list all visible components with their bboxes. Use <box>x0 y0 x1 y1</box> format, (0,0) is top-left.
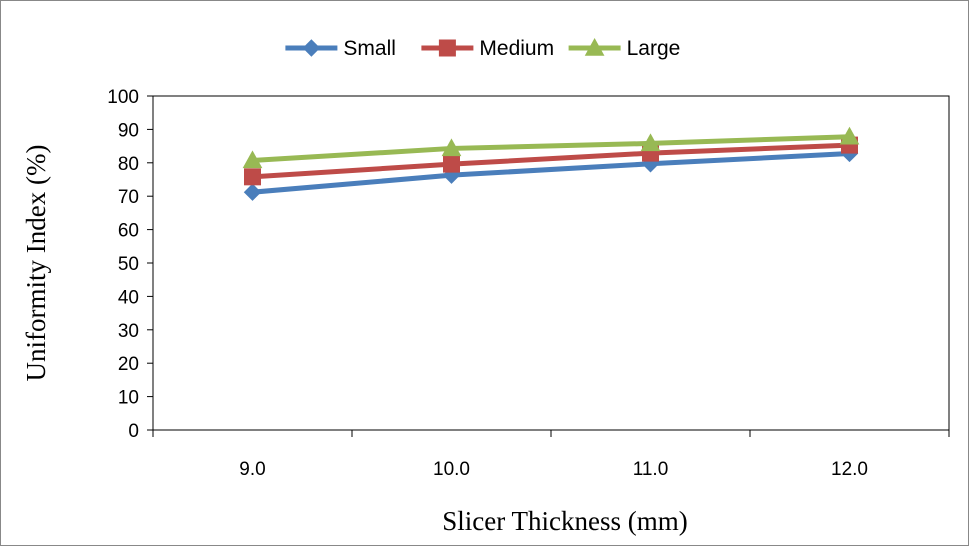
x-tick-label: 9.0 <box>239 459 265 480</box>
x-tick-label: 11.0 <box>633 459 669 480</box>
series-line <box>252 142 850 180</box>
legend: Small Medium Large <box>285 37 680 60</box>
legend-marker <box>584 37 605 56</box>
legend-item-small: Small <box>285 37 396 60</box>
data-point <box>244 168 261 186</box>
y-tick-label: 80 <box>118 154 139 175</box>
x-axis: 9.0 10.0 11.0 12.0 <box>152 430 950 480</box>
series-large <box>242 126 860 169</box>
legend-marker <box>438 39 456 57</box>
y-tick-label: 100 <box>107 87 139 108</box>
x-tick-label: 12.0 <box>831 459 868 480</box>
y-tick-label: 40 <box>118 287 139 308</box>
series-line <box>252 134 850 163</box>
y-axis: 0 10 20 30 40 50 60 70 80 90 100 <box>107 87 153 442</box>
data-point <box>242 150 263 169</box>
legend-item-medium: Medium <box>421 37 554 60</box>
legend-marker <box>302 39 321 57</box>
legend-label: Small <box>343 37 396 60</box>
data-point <box>243 183 262 201</box>
y-tick-label: 10 <box>118 388 139 409</box>
y-tick-label: 70 <box>118 187 139 208</box>
x-tick-label: 10.0 <box>433 459 470 480</box>
x-axis-title: Slicer Thickness (mm) <box>442 506 687 536</box>
y-tick-label: 30 <box>118 321 139 342</box>
data-point <box>443 155 460 173</box>
legend-label: Large <box>627 37 681 60</box>
legend-label: Medium <box>479 37 554 60</box>
data-point <box>640 133 661 152</box>
y-axis-title: Uniformity Index (%) <box>21 145 51 382</box>
y-tick-label: 60 <box>118 221 139 242</box>
data-point <box>441 138 462 157</box>
legend-item-large: Large <box>568 37 681 60</box>
y-tick-label: 0 <box>128 421 139 442</box>
series-layer <box>242 126 860 201</box>
data-point <box>839 126 860 145</box>
series-line <box>252 150 850 195</box>
y-tick-label: 90 <box>118 120 139 141</box>
y-tick-label: 20 <box>118 354 139 375</box>
y-tick-label: 50 <box>118 254 139 275</box>
